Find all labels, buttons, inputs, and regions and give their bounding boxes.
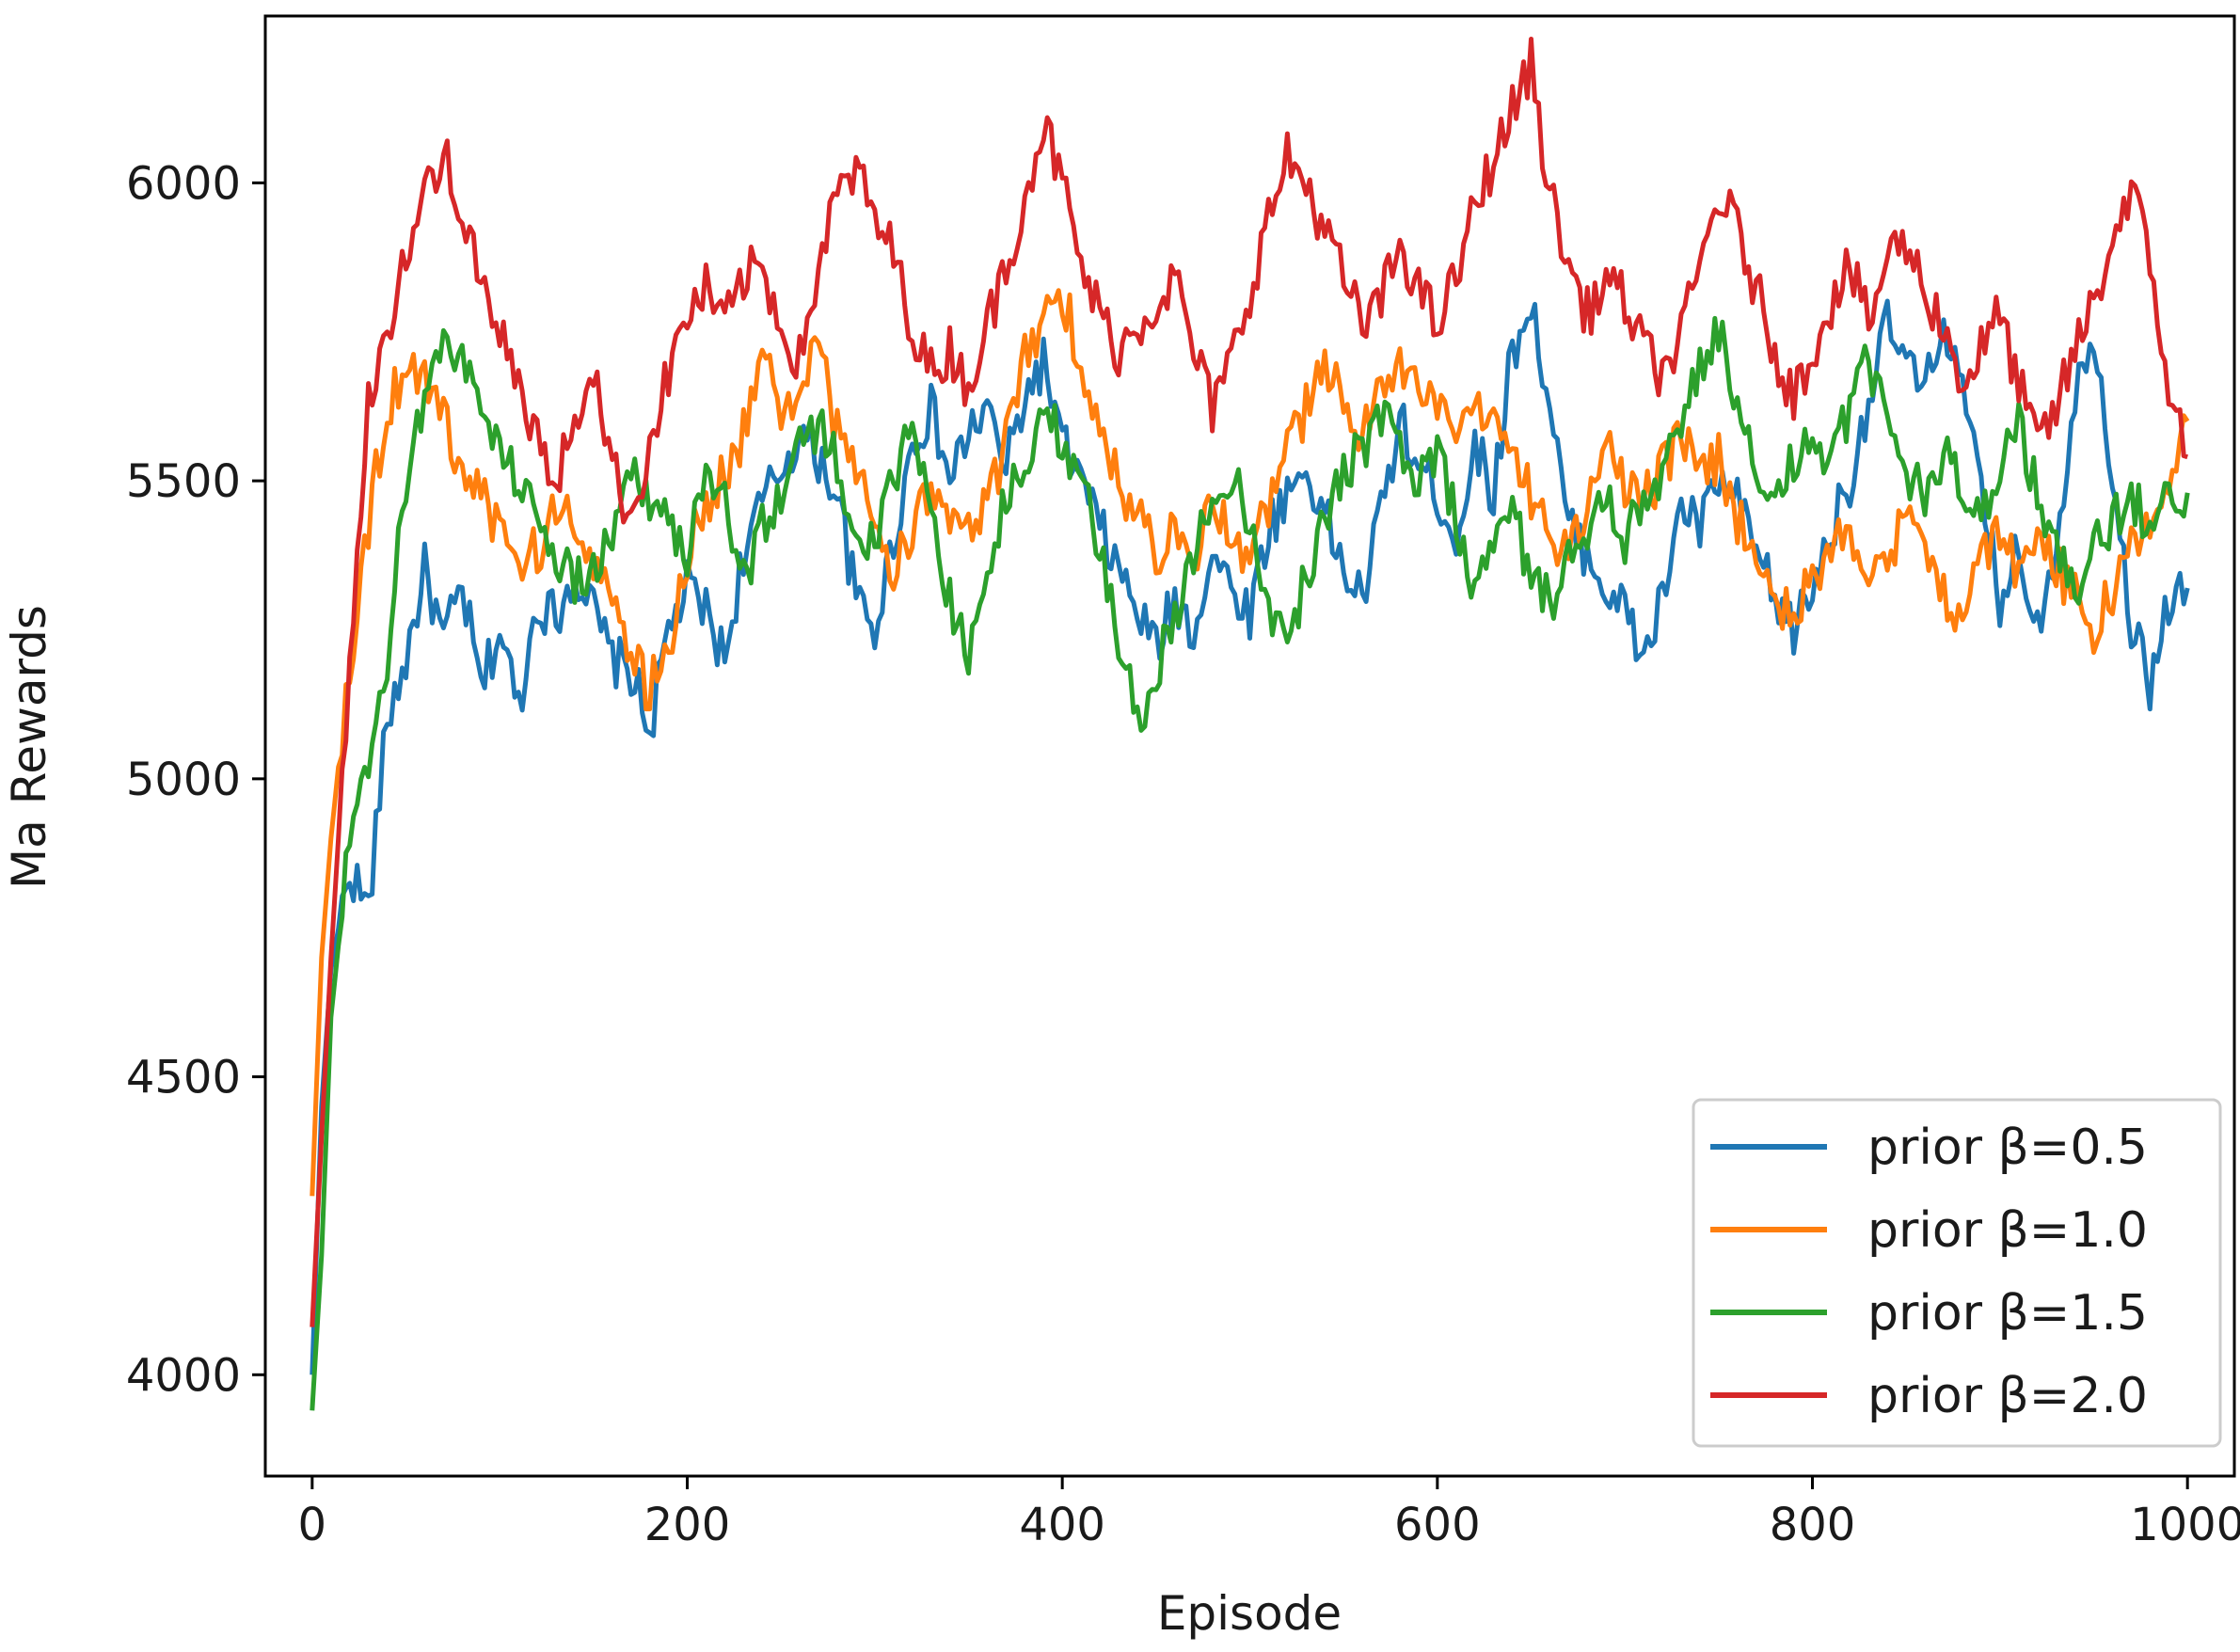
series-layer bbox=[310, 37, 2190, 1411]
legend-label: prior β=1.0 bbox=[1867, 1202, 2148, 1259]
y-tick-label: 6000 bbox=[126, 157, 241, 210]
series-line-4 bbox=[310, 37, 2188, 1327]
x-tick-label: 200 bbox=[644, 1499, 731, 1551]
x-tick-label: 800 bbox=[1770, 1499, 1856, 1551]
y-axis-title: Ma Rewards bbox=[2, 605, 56, 889]
series-line-1 bbox=[310, 298, 2190, 1375]
x-tick-label: 600 bbox=[1394, 1499, 1481, 1551]
legend-label: prior β=1.5 bbox=[1867, 1285, 2148, 1342]
legend-label: prior β=2.0 bbox=[1867, 1368, 2148, 1424]
x-tick-label: 400 bbox=[1019, 1499, 1105, 1551]
legend-label: prior β=0.5 bbox=[1867, 1120, 2148, 1176]
x-tick-label: 1000 bbox=[2130, 1499, 2240, 1551]
y-axis: 4000 4500 5000 5500 6000 bbox=[126, 157, 265, 1402]
y-tick-label: 5000 bbox=[126, 754, 241, 806]
legend-box bbox=[1692, 1098, 2222, 1448]
y-tick-label: 4000 bbox=[126, 1349, 241, 1402]
legend: prior β=0.5 prior β=1.0 prior β=1.5 prior β… bbox=[1692, 1098, 2222, 1448]
y-tick-label: 4500 bbox=[126, 1052, 241, 1104]
series-line-3 bbox=[310, 315, 2190, 1411]
x-tick-label: 0 bbox=[298, 1499, 327, 1551]
x-axis: 0 200 400 600 800 1000 bbox=[298, 1476, 2240, 1551]
series-line-2 bbox=[310, 288, 2190, 1197]
plot-frame bbox=[263, 14, 2236, 1478]
x-axis-title: Episode bbox=[1157, 1586, 1342, 1641]
y-tick-label: 5500 bbox=[126, 455, 241, 508]
